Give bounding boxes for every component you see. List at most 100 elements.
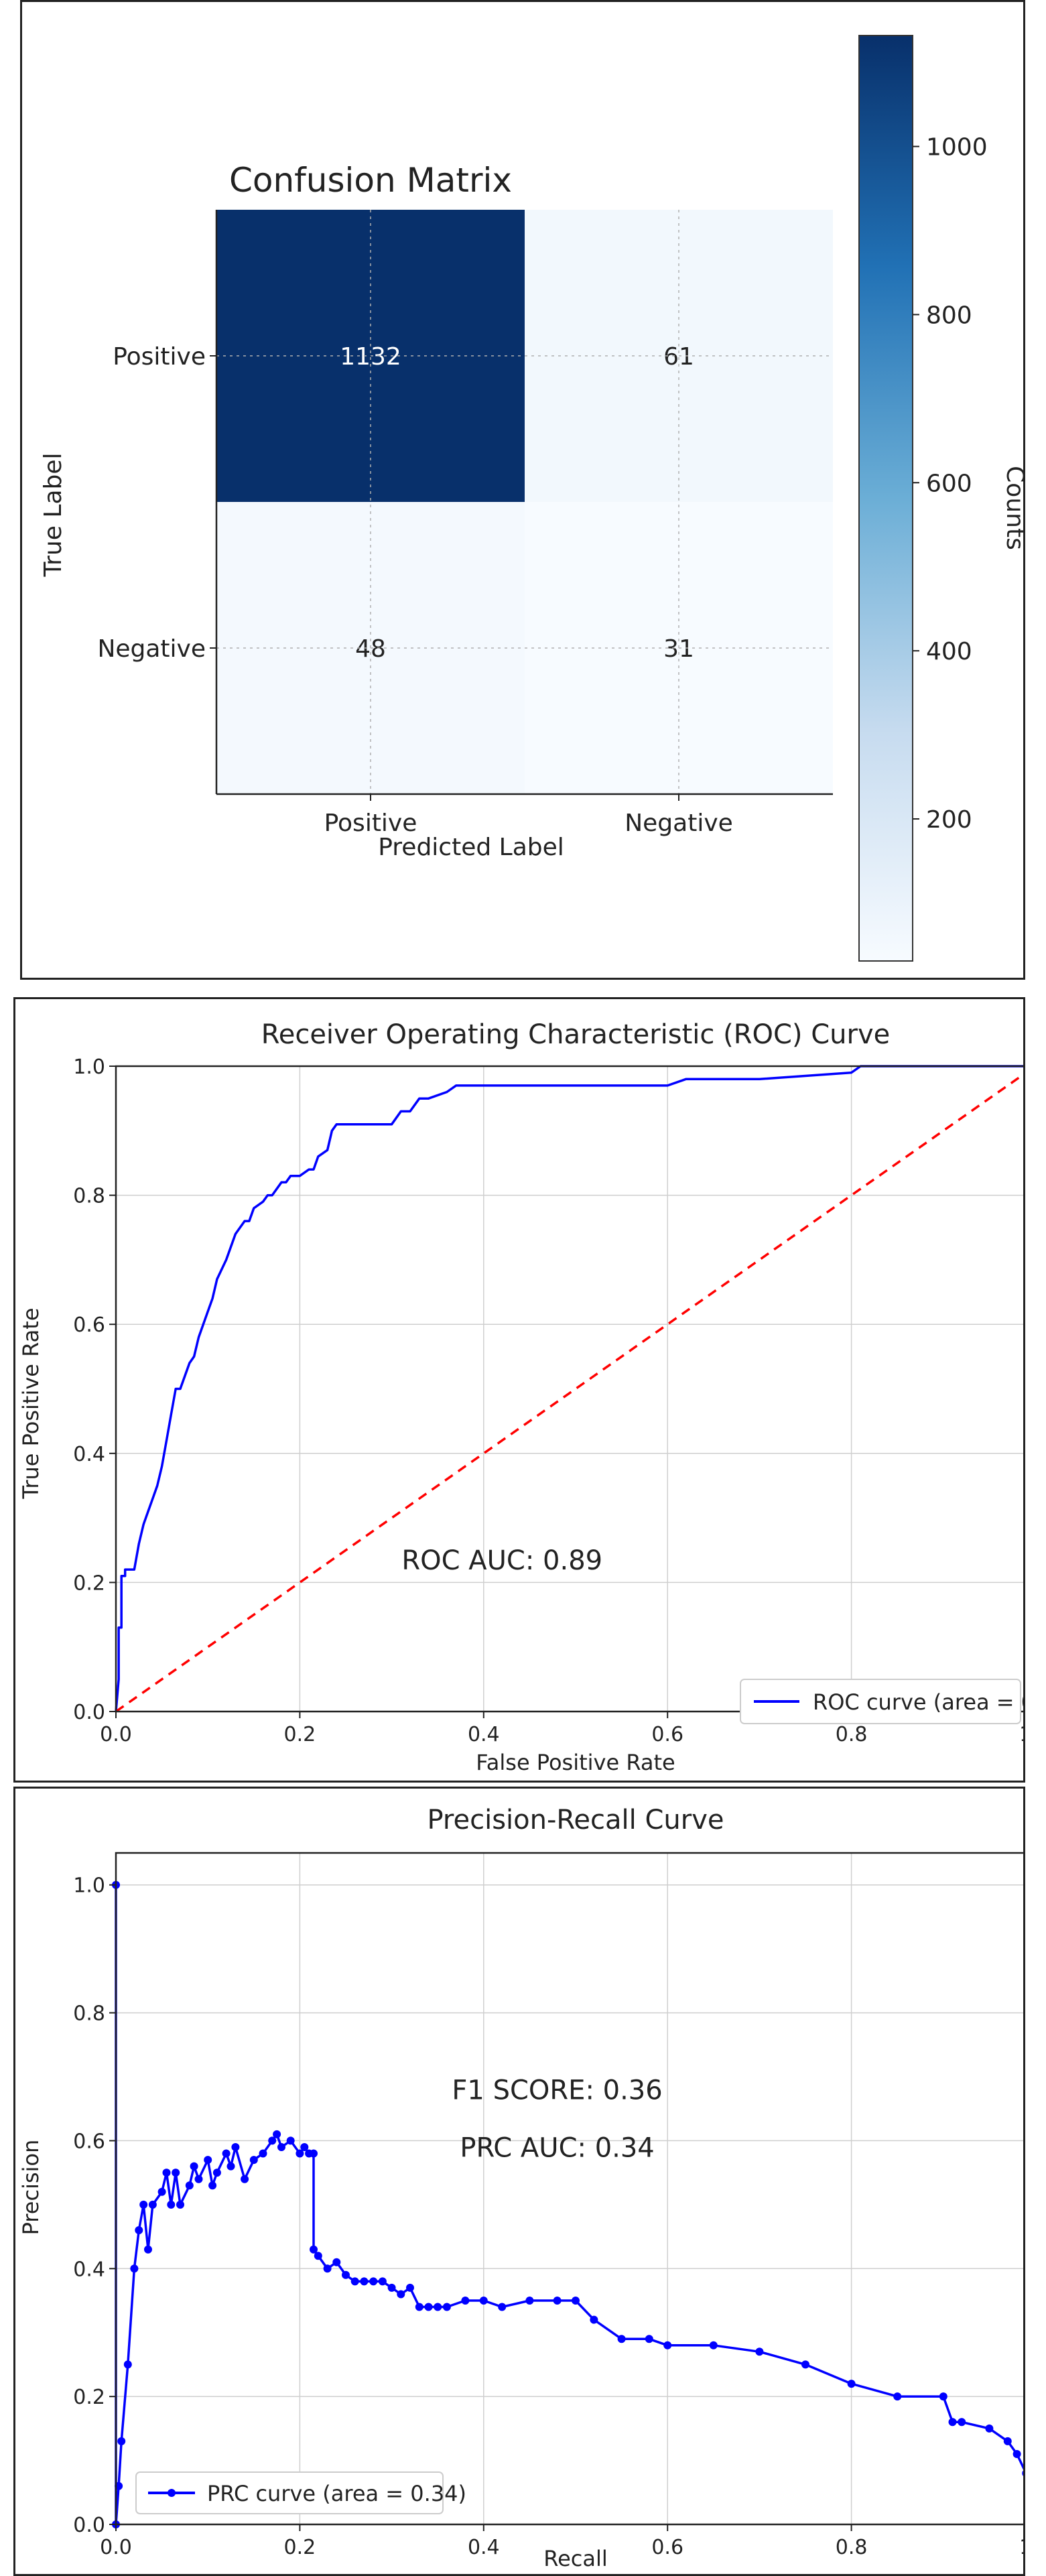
y-tick-label: 0.8 xyxy=(73,1185,105,1208)
data-point xyxy=(350,2277,359,2286)
data-point xyxy=(360,2277,369,2286)
legend-marker-prc xyxy=(168,2489,176,2497)
data-point xyxy=(204,2156,212,2165)
data-point xyxy=(1003,2437,1012,2445)
x-tick-label: 0.2 xyxy=(284,1723,316,1746)
data-point xyxy=(167,2200,176,2209)
data-point xyxy=(310,2149,318,2158)
confusion-matrix-panel: Confusion Matrix 1132 61 48 31 Positive Nega… xyxy=(20,0,1025,980)
data-point xyxy=(212,2169,221,2177)
y-tick-label: 0.0 xyxy=(73,1701,105,1724)
data-point xyxy=(117,2437,126,2445)
roc-curve-panel: Receiver Operating Characteristic (ROC) … xyxy=(13,997,1025,1783)
legend: PRC curve (area = 0.34) xyxy=(135,2471,466,2514)
precision-recall-chart: Precision-Recall Curve 0.0 0.2 0.4 0.6 0.8 1.… xyxy=(18,1805,1023,2571)
data-point xyxy=(801,2360,809,2369)
x-tick-label: 1.0 xyxy=(1019,2536,1023,2559)
data-point xyxy=(231,2143,240,2151)
data-point xyxy=(461,2297,470,2305)
data-point xyxy=(148,2200,157,2209)
data-point xyxy=(222,2149,231,2158)
data-point xyxy=(286,2136,295,2145)
data-point xyxy=(1022,2470,1023,2476)
data-point xyxy=(190,2162,198,2171)
legend-box xyxy=(740,1679,1021,1724)
colorbar-tick-label: 800 xyxy=(926,302,972,329)
data-point xyxy=(268,2136,277,2145)
data-point xyxy=(323,2264,332,2273)
y-tick-label: 0.0 xyxy=(73,2514,105,2537)
data-point xyxy=(300,2143,309,2151)
y-tick-label: Positive xyxy=(113,343,206,371)
data-point xyxy=(185,2181,194,2190)
data-point xyxy=(162,2169,171,2177)
data-point xyxy=(259,2149,267,2158)
data-point xyxy=(572,2297,580,2305)
x-tick-label: Positive xyxy=(324,810,417,837)
data-point xyxy=(434,2303,442,2311)
data-point xyxy=(332,2258,341,2266)
colorbar-tick-label: 600 xyxy=(926,470,972,497)
plot-frame xyxy=(115,1065,1023,1713)
data-point xyxy=(590,2315,598,2324)
colorbar-label: Counts xyxy=(1001,466,1023,550)
data-point xyxy=(948,2418,957,2427)
data-point xyxy=(314,2252,322,2260)
data-point xyxy=(985,2424,994,2433)
x-axis-label: Recall xyxy=(543,2546,607,2571)
data-point xyxy=(553,2297,562,2305)
data-point xyxy=(939,2392,947,2401)
data-point xyxy=(249,2156,258,2165)
x-tick-label: 0.0 xyxy=(100,1723,132,1746)
y-axis-label: True Label xyxy=(40,452,67,577)
chart-title: Confusion Matrix xyxy=(229,161,512,200)
x-tick-label: 0.4 xyxy=(468,1723,500,1746)
data-point xyxy=(135,2226,143,2234)
data-point xyxy=(208,2181,217,2190)
data-point xyxy=(310,2245,318,2254)
y-tick-label: 0.2 xyxy=(73,2386,105,2409)
y-tick-label: 0.2 xyxy=(73,1571,105,1595)
data-point xyxy=(1012,2450,1021,2458)
roc-curve-chart: Receiver Operating Characteristic (ROC) … xyxy=(18,1019,1023,1775)
data-point xyxy=(130,2264,139,2273)
data-point xyxy=(342,2270,350,2279)
y-tick-label: 0.8 xyxy=(73,2002,105,2026)
legend: ROC curve (area = 0.89) xyxy=(740,1679,1023,1724)
data-point xyxy=(755,2347,764,2356)
data-point xyxy=(397,2290,405,2299)
data-point xyxy=(663,2341,672,2349)
plot-frame xyxy=(115,1852,1023,2526)
x-tick-label: Negative xyxy=(625,810,733,837)
y-axis-label: Precision xyxy=(18,2140,44,2236)
series-line xyxy=(115,1884,1023,2526)
data-point xyxy=(157,2187,166,2196)
data-point xyxy=(172,2169,180,2177)
y-tick-label: 1.0 xyxy=(73,1874,105,1898)
colorbar xyxy=(858,35,913,962)
data-point xyxy=(709,2341,718,2349)
data-point xyxy=(479,2297,488,2305)
data-point xyxy=(241,2175,249,2183)
y-tick-label: 0.4 xyxy=(73,2258,105,2281)
data-point xyxy=(415,2303,423,2311)
data-point xyxy=(893,2392,902,2401)
data-point xyxy=(277,2143,285,2151)
y-tick-label: 1.0 xyxy=(73,1055,105,1079)
data-point xyxy=(369,2277,378,2286)
data-point xyxy=(442,2303,451,2311)
data-point xyxy=(617,2335,626,2343)
x-tick-label: 0.6 xyxy=(651,1723,683,1746)
data-point xyxy=(296,2149,304,2158)
f1-score-annotation: F1 SCORE: 0.36 xyxy=(452,2075,662,2106)
data-point xyxy=(406,2283,414,2292)
chart-title: Precision-Recall Curve xyxy=(428,1805,724,1836)
x-axis-label: False Positive Rate xyxy=(476,1750,675,1775)
data-point xyxy=(273,2130,281,2138)
x-tick-label: 0.0 xyxy=(100,2536,132,2559)
diagonal-reference-line xyxy=(115,1073,1023,1713)
colorbar-tick-label: 200 xyxy=(926,806,972,834)
y-tick-label: 0.4 xyxy=(73,1443,105,1466)
series-line xyxy=(115,1065,1023,1712)
